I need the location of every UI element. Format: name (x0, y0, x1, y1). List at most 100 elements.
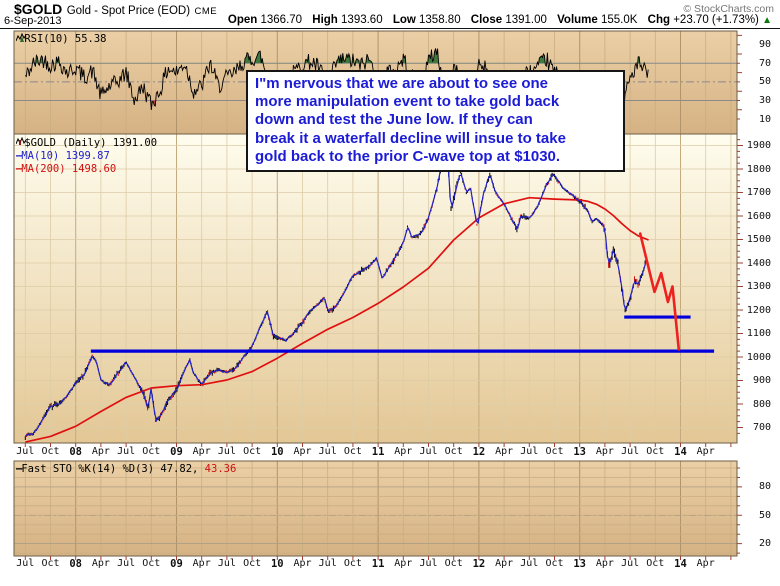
x-axis-label: Jul (621, 446, 640, 457)
annotation-line: break it a waterfall decline will insue … (255, 129, 566, 147)
rsi-ytick-label: 30 (758, 95, 771, 106)
ma200-line (25, 196, 649, 443)
sto-ytick-label: 80 (758, 481, 771, 493)
x-axis-label: Oct (41, 446, 60, 457)
annotation-line: I"m nervous that we are about to see one (255, 75, 549, 92)
price-legend-ma10: —MA(10) 1399.87 (16, 150, 110, 162)
x-axis-label: Apr (495, 446, 514, 457)
volume-value: 155.0K (601, 14, 638, 26)
x-axis-label: 10 (270, 446, 284, 458)
x-axis-label: Oct (646, 558, 665, 569)
x-axis-label: Oct (142, 446, 161, 457)
x-axis-label: 11 (371, 446, 385, 458)
x-axis-label: Jul (318, 558, 337, 569)
sto-label-d: 43.36 (204, 463, 237, 475)
exchange-label: CME (194, 6, 218, 17)
x-axis-label: Apr (394, 446, 413, 457)
ma10-line (24, 146, 649, 437)
x-axis-label: Apr (595, 446, 614, 457)
x-axis-label: 13 (573, 558, 587, 570)
price-ytick-label: 1400 (746, 257, 771, 269)
ma200-swatch: — (16, 163, 22, 175)
open-value: 1366.70 (260, 14, 303, 26)
price-ytick-label: 1200 (746, 304, 771, 316)
x-axis-label: Apr (192, 446, 211, 457)
x-axis-label: Oct (343, 558, 362, 569)
price-ytick-label: 1800 (746, 163, 771, 175)
price-ytick-label: 1600 (746, 210, 771, 222)
x-axis-label: Oct (142, 558, 161, 569)
annotation-line: gold back to the prior C-wave top at $10… (255, 147, 561, 165)
ohlc-quote-bar: Open 1366.70 High 1393.60 Low 1358.80 Cl… (228, 14, 772, 26)
x-axis-label: Jul (117, 558, 136, 569)
x-axis-label: Oct (444, 558, 463, 569)
x-axis-label: Jul (318, 446, 337, 457)
x-axis-label: Apr (394, 558, 413, 569)
rsi-overbought-fill (32, 48, 645, 64)
projection-line (638, 232, 681, 351)
ma10-swatch: — (16, 150, 22, 162)
chart-header: $GOLD Gold - Spot Price (EOD) CME © Stoc… (0, 0, 780, 29)
open-label: Open (227, 14, 258, 26)
copyright-text: © StockCharts.com (683, 3, 774, 15)
x-axis-label: Jul (419, 558, 438, 569)
x-axis-label: Oct (444, 446, 463, 457)
sto-swatch: — (16, 463, 22, 475)
x-axis-label: 13 (573, 446, 587, 458)
price-ytick-label: 1500 (746, 234, 771, 245)
x-axis-label: Jul (419, 446, 438, 457)
x-axis-label: Jul (520, 446, 539, 457)
rsi-ytick-label: 90 (758, 39, 771, 51)
close-value: 1391.00 (505, 14, 547, 26)
x-axis-label: 14 (674, 446, 687, 458)
ticker-description: Gold - Spot Price (EOD) (66, 5, 191, 17)
price-ytick-label: 1300 (746, 281, 771, 292)
price-ytick-label: 700 (752, 422, 771, 433)
x-axis-label: 14 (674, 558, 687, 570)
sto-ytick-label: 50 (758, 509, 771, 521)
rsi-line (24, 48, 649, 112)
x-axis-label: Jul (16, 558, 35, 569)
x-axis-label: 12 (472, 446, 486, 458)
x-axis-label: Jul (520, 558, 539, 569)
x-axis-label: Apr (696, 558, 715, 569)
low-value: 1358.80 (419, 14, 461, 26)
x-axis-label: Oct (41, 558, 60, 569)
x-axis-label: Apr (91, 558, 110, 569)
x-axis-label: 08 (69, 558, 83, 570)
x-axis-label: 08 (69, 446, 83, 458)
high-value: 1393.60 (341, 14, 383, 26)
x-axis-label: Oct (646, 446, 665, 457)
x-axis-label: Apr (293, 446, 312, 457)
x-axis-label: Oct (343, 446, 362, 457)
sto-legend: —Fast STO %K(14) %D(3) 47.82, 43.36 (16, 463, 236, 475)
rsi-ytick-label: 10 (758, 113, 771, 125)
low-label: Low (392, 14, 416, 26)
x-axis-label: Apr (495, 558, 514, 569)
chart-date: 6-Sep-2013 (4, 15, 62, 27)
title-row: $GOLD Gold - Spot Price (EOD) CME (14, 1, 217, 19)
x-axis-label: Apr (91, 446, 110, 457)
x-axis-label: Jul (117, 446, 136, 457)
close-label: Close (470, 14, 503, 26)
x-axis-label: 12 (472, 558, 486, 570)
high-label: High (312, 14, 338, 26)
price-ytick-label: 1900 (746, 140, 771, 151)
x-axis-label: Jul (217, 558, 236, 569)
price-ytick-label: 800 (752, 398, 771, 410)
rsi-ytick-label: 50 (758, 76, 771, 88)
volume-label: Volume (557, 14, 598, 26)
price-legend-symbol: $GOLD (Daily) 1391.00 (16, 137, 157, 149)
x-axis-label: Jul (217, 446, 236, 457)
x-axis-label: Oct (243, 446, 262, 457)
x-axis-label: 10 (270, 558, 284, 570)
price-symbol-label: $GOLD (Daily) 1391.00 (24, 137, 158, 149)
rsi-label: RSI(10) 55.38 (24, 33, 107, 45)
x-axis-label: Apr (595, 558, 614, 569)
chg-value: +23.70 (+1.73%) (673, 14, 759, 26)
annotation-line: more manipulation event to take gold bac… (255, 93, 560, 111)
price-ytick-label: 900 (752, 375, 771, 386)
rsi-ytick-label: 70 (758, 57, 771, 69)
x-axis-label: 09 (170, 446, 183, 458)
